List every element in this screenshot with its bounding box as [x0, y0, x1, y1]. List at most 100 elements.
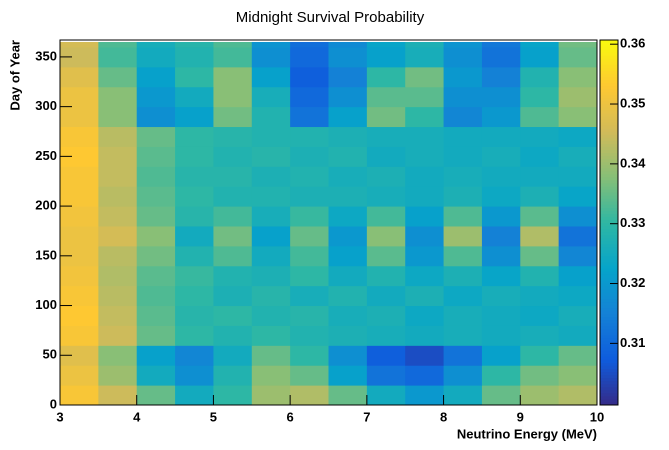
heatmap-cell [520, 325, 560, 346]
heatmap-cell [60, 225, 99, 247]
heatmap-cell [213, 106, 253, 128]
y-tick-label: 100 [35, 297, 57, 312]
heatmap-cell [136, 146, 176, 167]
heatmap-cell [60, 385, 99, 406]
heatmap-cell [443, 285, 483, 307]
colorbar-segment [600, 356, 618, 360]
heatmap-cell [443, 166, 483, 187]
heatmap-cell [213, 305, 253, 326]
heatmap-cell [98, 106, 138, 128]
colorbar-segment [600, 371, 618, 376]
heatmap-cell [520, 206, 560, 227]
heatmap-cell [366, 46, 406, 68]
heatmap-cell [443, 46, 483, 68]
colorbar-segment [600, 301, 618, 306]
heatmap-cell [443, 66, 483, 88]
colorbar-segment [600, 377, 618, 382]
heatmap-cell [213, 126, 253, 147]
colorbar-segment [600, 140, 618, 144]
colorbar-segment [600, 216, 618, 220]
heatmap-cell [520, 265, 560, 287]
heatmap-cell [405, 206, 445, 227]
heatmap-cell [98, 186, 138, 207]
heatmap-cell [60, 166, 99, 187]
colorbar-tick-label: 0.33 [620, 215, 645, 230]
heatmap-cell [136, 285, 176, 307]
heatmap-cell [290, 186, 329, 207]
heatmap-cell [481, 245, 521, 267]
heatmap-cell [520, 305, 560, 326]
heatmap-cell [405, 66, 445, 88]
y-tick-label: 250 [35, 148, 57, 163]
heatmap-cell [405, 86, 445, 108]
heatmap-cell [213, 46, 253, 68]
colorbar-segment [600, 335, 618, 339]
heatmap-cell [60, 245, 99, 267]
heatmap-cell [98, 285, 138, 307]
colorbar-segment [600, 225, 618, 230]
colorbar-segment [600, 43, 618, 47]
colorbar-segment [600, 55, 618, 59]
heatmap-cell [366, 285, 406, 307]
colorbar-segment [600, 234, 618, 239]
heatmap-cell [98, 41, 138, 48]
heatmap-cell [443, 206, 483, 227]
colorbar-segment [600, 173, 618, 178]
heatmap-cell [213, 345, 253, 366]
heatmap-cell [366, 385, 406, 406]
heatmap-cell [175, 66, 214, 88]
heatmap-cell [520, 345, 560, 366]
heatmap-cell [520, 385, 560, 406]
heatmap-cell [60, 146, 99, 167]
heatmap-cell [328, 126, 368, 147]
heatmap-cell [136, 86, 176, 108]
heatmap-cell [251, 126, 291, 147]
heatmap-cell [520, 245, 560, 267]
y-tick-label: 350 [35, 48, 57, 63]
colorbar-segment [600, 94, 618, 99]
heatmap-cell [558, 66, 598, 88]
x-tick-label: 8 [440, 409, 447, 424]
heatmap-cell [366, 66, 406, 88]
heatmap-cell [328, 265, 368, 287]
colorbar-segment [600, 383, 618, 388]
colorbar-segment [600, 76, 618, 81]
heatmap-cell [251, 285, 291, 307]
heatmap-cell [481, 285, 521, 307]
heatmap-cell [60, 106, 99, 128]
plot-frame [59, 39, 598, 406]
heatmap-cell [328, 41, 368, 48]
colorbar-segment [600, 386, 618, 391]
heatmap-cell [98, 126, 138, 147]
heatmap-cell [405, 166, 445, 187]
colorbar-segment [600, 179, 618, 184]
colorbar-segment [600, 298, 618, 303]
heatmap-cell [366, 106, 406, 128]
colorbar-segment [600, 204, 618, 208]
heatmap-cell [175, 146, 214, 167]
heatmap-cell [328, 66, 368, 88]
colorbar-segment [600, 268, 618, 272]
heatmap-cell [175, 86, 214, 108]
colorbar-segment [600, 192, 618, 196]
heatmap-cell [175, 186, 214, 207]
heatmap-cell [98, 166, 138, 187]
heatmap-cell [405, 46, 445, 68]
heatmap-cell [481, 186, 521, 207]
colorbar-segment [600, 401, 618, 406]
colorbar-segment [600, 328, 618, 333]
heatmap-cell [98, 365, 138, 386]
colorbar-segment [600, 274, 618, 278]
heatmap-cell [520, 106, 560, 128]
heatmap-cell [136, 385, 176, 406]
heatmap-cell [60, 41, 99, 48]
heatmap-cell [251, 325, 291, 346]
colorbar-segment [600, 265, 618, 269]
heatmap-cell [60, 186, 99, 207]
colorbar-segment [600, 213, 618, 217]
colorbar-segment [600, 332, 618, 336]
colorbar-segment [600, 246, 618, 251]
x-tick-label: 7 [363, 409, 370, 424]
colorbar-segment [600, 210, 618, 214]
heatmap-cell [366, 166, 406, 187]
